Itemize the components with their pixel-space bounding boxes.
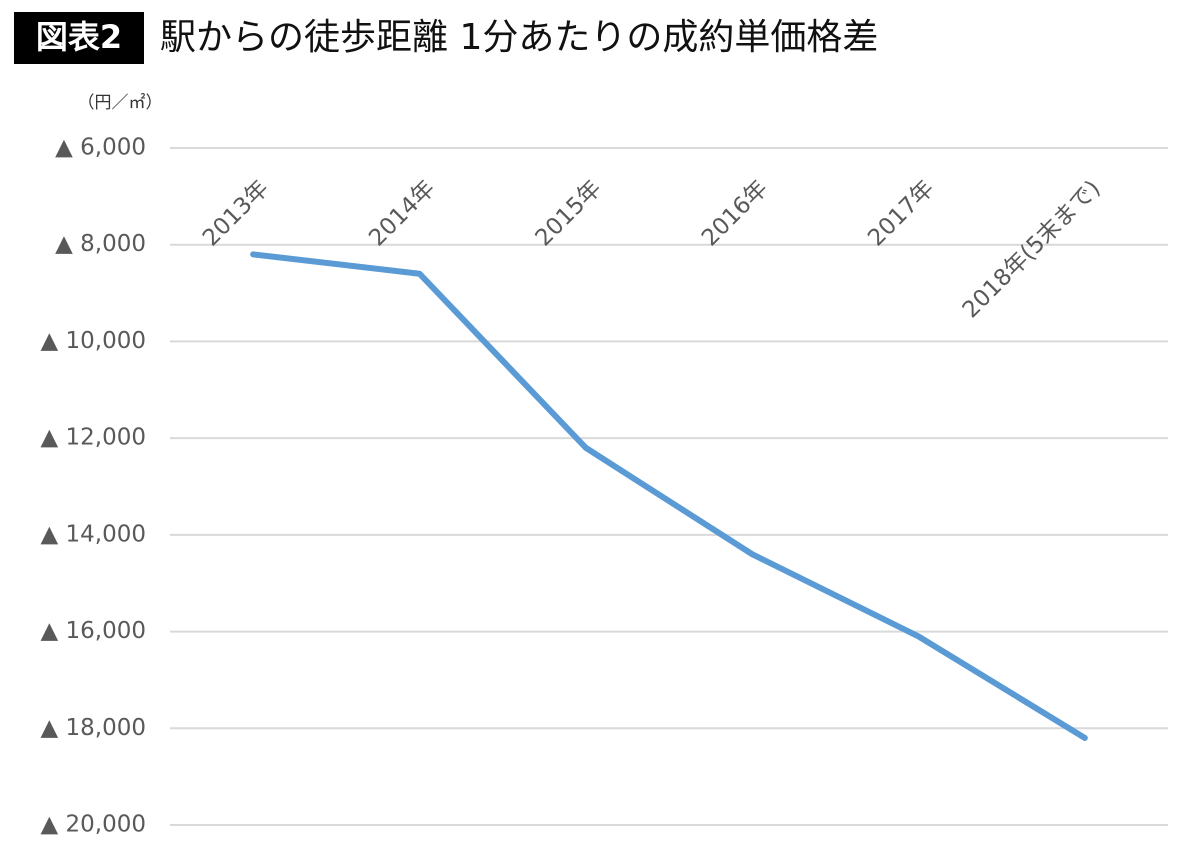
x-tick-label: 2018年(5末まで) [958, 175, 1106, 323]
x-tick-label: 2014年 [364, 175, 440, 251]
y-tick-label: ▲ 20,000 [41, 812, 146, 838]
y-tick-label: ▲ 16,000 [41, 618, 146, 644]
figure-label: 図表2 [36, 18, 122, 56]
chart-title: 駅からの徒歩距離 1分あたりの成約単価格差 [160, 17, 878, 58]
y-tick-label: ▲ 18,000 [41, 715, 146, 741]
x-tick-label: 2015年 [531, 175, 607, 251]
x-tick-label: 2017年 [863, 175, 939, 251]
y-tick-label: ▲ 12,000 [41, 425, 146, 451]
y-tick-label: ▲ 8,000 [55, 231, 146, 257]
y-tick-label: ▲ 14,000 [41, 521, 146, 547]
y-axis-unit: （円／㎡） [78, 93, 163, 113]
y-tick-label: ▲ 6,000 [55, 135, 146, 161]
x-tick-label: 2016年 [697, 175, 773, 251]
data-line [250, 251, 1088, 741]
x-tick-label: 2013年 [198, 175, 274, 251]
figure-label-box [14, 12, 144, 64]
y-tick-label: ▲ 10,000 [41, 328, 146, 354]
